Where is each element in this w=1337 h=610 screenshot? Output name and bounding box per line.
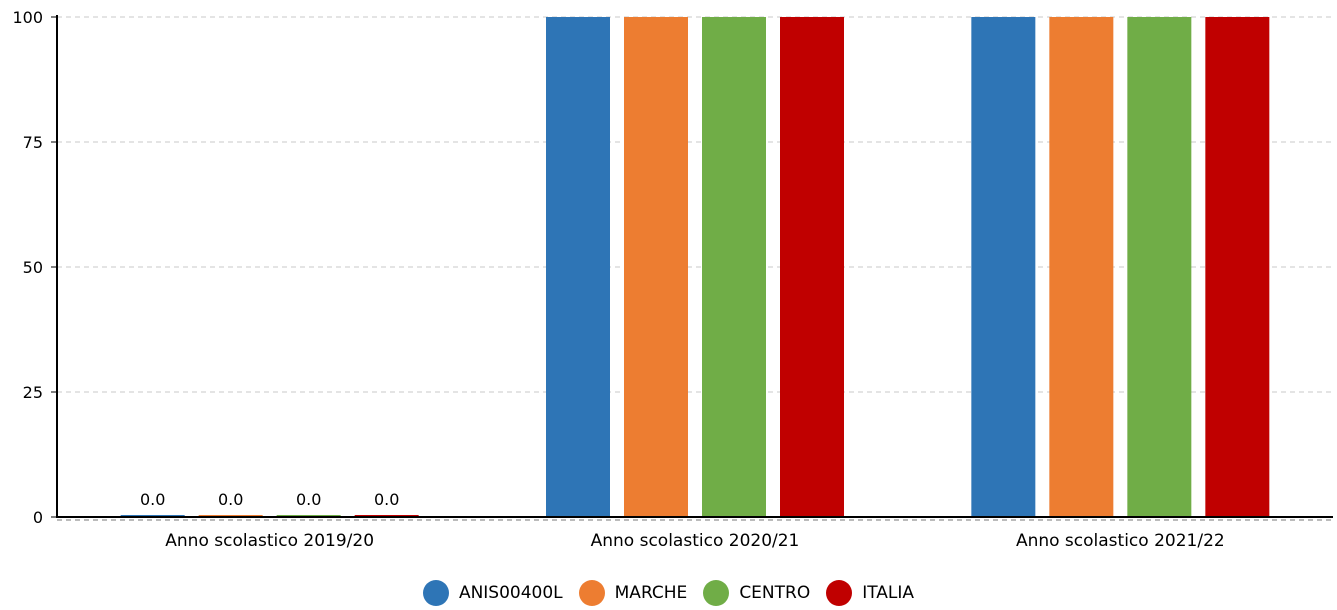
x-category-label: Anno scolastico 2019/20 xyxy=(165,531,374,551)
y-tick-label: 50 xyxy=(23,258,43,277)
data-label: 0.0 xyxy=(296,490,321,509)
legend-label: ITALIA xyxy=(862,583,915,603)
legend-swatch xyxy=(826,580,853,606)
legend: ANIS00400L MARCHE CENTRO ITALIA xyxy=(0,576,1337,610)
legend-swatch xyxy=(422,580,449,606)
legend-swatch xyxy=(578,580,605,606)
legend-label: ANIS00400L xyxy=(458,583,563,603)
x-category-label: Anno scolastico 2021/22 xyxy=(1016,531,1225,551)
bar xyxy=(624,17,688,517)
x-category-label: Anno scolastico 2020/21 xyxy=(591,531,800,551)
data-label: 0.0 xyxy=(218,490,243,509)
legend-item: ANIS00400L xyxy=(422,580,563,606)
legend-label: CENTRO xyxy=(739,583,811,603)
y-tick-label: 100 xyxy=(12,8,43,27)
legend-label: MARCHE xyxy=(614,583,688,603)
legend-swatch xyxy=(703,580,730,606)
bar xyxy=(1205,17,1270,517)
bar xyxy=(1049,17,1114,517)
bar xyxy=(971,17,1036,517)
legend-item: ITALIA xyxy=(826,580,914,606)
data-label: 0.0 xyxy=(374,490,399,509)
bar xyxy=(1127,17,1192,517)
bar xyxy=(780,17,844,517)
y-tick-label: 0 xyxy=(33,508,43,527)
bar xyxy=(702,17,766,517)
bar xyxy=(546,17,610,517)
y-tick-label: 25 xyxy=(23,383,43,402)
bar-chart: 0 25 50 75 100 0.0 0.0 0.0 0.0 Anno scolastico 20… xyxy=(12,8,1333,551)
data-label: 0.0 xyxy=(140,490,165,509)
legend-item: MARCHE xyxy=(578,580,688,606)
y-tick-label: 75 xyxy=(23,133,43,152)
legend-item: CENTRO xyxy=(703,580,810,606)
